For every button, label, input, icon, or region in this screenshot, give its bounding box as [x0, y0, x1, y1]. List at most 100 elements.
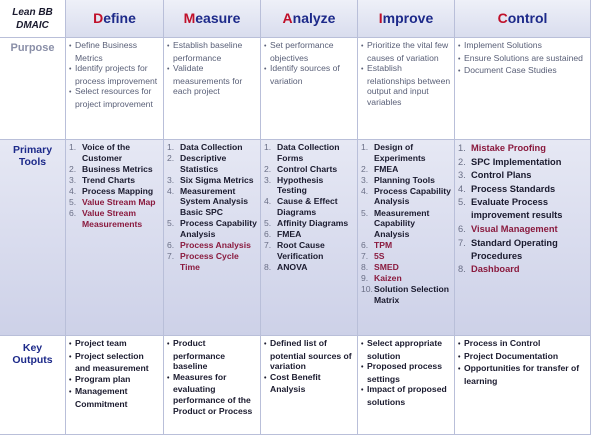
tool-item: 4. Process Standards	[458, 183, 587, 196]
tool-label: Data Collection Forms	[277, 142, 340, 163]
list-item: Opportunities for transfer of learning	[458, 363, 587, 386]
list-item: Document Case Studies	[458, 65, 587, 78]
list-item: Measures for evaluating performance of t…	[167, 372, 257, 416]
list-item: Identify projects for process improvemen…	[69, 63, 160, 86]
tool-number: 8.	[264, 262, 272, 273]
tool-item: 2. Business Metrics	[69, 164, 160, 175]
tool-number: 2.	[167, 153, 175, 164]
tool-item: 5. Evaluate Process improvement results	[458, 196, 587, 222]
tool-label: Control Charts	[277, 163, 338, 174]
outputs-list: Project teamProject selection and measur…	[69, 338, 160, 410]
tool-label: Process Standards	[471, 183, 556, 194]
purpose-label: Purpose	[10, 42, 55, 54]
tool-number: 6.	[69, 208, 77, 219]
tool-label: Affinity Diagrams	[277, 218, 349, 229]
purpose-analyze: Set performance objectivesIdentify sourc…	[261, 38, 358, 140]
tool-number: 6.	[458, 224, 466, 235]
tool-label: Measurement Capability Analysis	[374, 207, 430, 239]
tool-item: 5. Value Stream Map	[69, 197, 160, 208]
tool-item: 8. Dashboard	[458, 263, 587, 276]
corner-line-1: Lean BB	[12, 6, 53, 18]
tool-number: 7.	[458, 237, 466, 248]
list-item: Prioritize the vital few causes of varia…	[361, 40, 451, 63]
tool-item: 7. Root Cause Verification	[264, 240, 354, 261]
tool-number: 3.	[167, 174, 175, 185]
tool-label: Process Cycle Time	[180, 250, 239, 272]
tool-number: 2.	[69, 163, 77, 174]
tools-list: 1. Voice of the Customer 2. Business Metric…	[69, 142, 160, 229]
tool-item: 1. Design of Experiments	[361, 142, 451, 163]
purpose-define: Define Business MetricsIdentify projects…	[66, 38, 164, 140]
tool-label: Process Capability Analysis	[180, 218, 257, 239]
tool-label: Dashboard	[471, 264, 520, 275]
list-item: Implement Solutions	[458, 40, 587, 53]
tool-item: 1. Mistake Proofing	[458, 142, 587, 155]
purpose-list: Establish baseline performanceValidate m…	[167, 40, 257, 97]
tool-item: 5. Affinity Diagrams	[264, 218, 354, 229]
list-item: Product performance baseline	[167, 338, 257, 372]
tool-item: 2. SPC Implementation	[458, 156, 587, 169]
tool-label: Visual Management	[471, 224, 558, 235]
tool-label: Descriptive Statistics	[180, 153, 227, 174]
tool-number: 7.	[264, 240, 272, 251]
tool-item: 6. Process Analysis	[167, 240, 257, 251]
tool-number: 6.	[167, 239, 175, 250]
tool-item: 7. Standard Operating Procedures	[458, 237, 587, 263]
tool-number: 9.	[361, 273, 369, 284]
tool-label: Hypothesis Testing	[277, 174, 324, 196]
tool-number: 1.	[167, 142, 175, 152]
tool-label: Voice of the Customer	[82, 142, 131, 163]
tools-define: 1. Voice of the Customer 2. Business Metric…	[66, 140, 164, 336]
tool-label: Data Collection	[180, 142, 243, 152]
tool-item: 3. Control Plans	[458, 169, 587, 182]
tool-item: 5. Measurement Capability Analysis	[361, 208, 451, 240]
list-item: Validate measurements for each project	[167, 63, 257, 97]
list-item: Project Documentation	[458, 351, 587, 364]
tool-label: Control Plans	[471, 170, 532, 181]
outputs-list: Defined list of potential sources of var…	[264, 338, 354, 395]
tool-number: 5.	[167, 218, 175, 229]
tool-number: 5.	[361, 207, 369, 218]
purpose-improve: Prioritize the vital few causes of varia…	[358, 38, 455, 140]
outputs-control: Process in ControlProject DocumentationO…	[455, 336, 591, 435]
list-item: Establish baseline performance	[167, 40, 257, 63]
tool-label: Mistake Proofing	[471, 143, 546, 153]
tool-number: 6.	[264, 229, 272, 240]
list-item: Impact of proposed solutions	[361, 384, 451, 407]
tools-list: 1. Design of Experiments 2. FMEA 3. Planning …	[361, 142, 451, 305]
tool-number: 4.	[458, 183, 466, 194]
tool-label: Root Cause Verification	[277, 240, 325, 261]
list-item: Project selection and measurement	[69, 351, 160, 374]
tool-item: 8. SMED	[361, 262, 451, 273]
outputs-label-line-2: Outputs	[12, 354, 53, 366]
purpose-control: Implement SolutionsEnsure Solutions are …	[455, 38, 591, 140]
tool-number: 3.	[458, 170, 466, 181]
phase-header-define: Define	[66, 0, 164, 38]
tool-number: 3.	[264, 174, 272, 185]
tool-label: Process Analysis	[180, 239, 251, 250]
tool-number: 5.	[69, 196, 77, 207]
tool-item: 6. Visual Management	[458, 223, 587, 236]
tool-item: 10.Solution Selection Matrix	[361, 284, 451, 305]
tool-label: Six Sigma Metrics	[180, 174, 254, 185]
list-item: Select resources for project improvement	[69, 86, 160, 109]
table-corner-label: Lean BB DMAIC	[0, 0, 66, 38]
tools-label-line-1: Primary	[12, 144, 53, 156]
tool-number: 8.	[361, 262, 369, 273]
tool-item: 4. Measurement System Analysis Basic SPC	[167, 186, 257, 218]
list-item: Select appropriate solution	[361, 338, 451, 361]
tools-control: 1. Mistake Proofing 2. SPC Implementation 3.…	[455, 140, 591, 336]
tool-number: 8.	[458, 264, 466, 275]
list-item: Establish relationships between output a…	[361, 63, 451, 107]
outputs-list: Product performance baselineMeasures for…	[167, 338, 257, 416]
tool-item: 6. Value Stream Measurements	[69, 208, 160, 229]
tool-label: FMEA	[374, 163, 399, 174]
tool-number: 6.	[361, 239, 369, 250]
tool-item: 2. Descriptive Statistics	[167, 153, 257, 174]
tool-item: 7. Process Cycle Time	[167, 251, 257, 272]
tool-label: Solution Selection Matrix	[374, 284, 449, 305]
row-label-purpose: Purpose	[0, 38, 66, 140]
tool-number: 3.	[361, 174, 369, 185]
tool-number: 4.	[361, 185, 369, 196]
tool-label: Standard Operating Procedures	[471, 237, 558, 261]
